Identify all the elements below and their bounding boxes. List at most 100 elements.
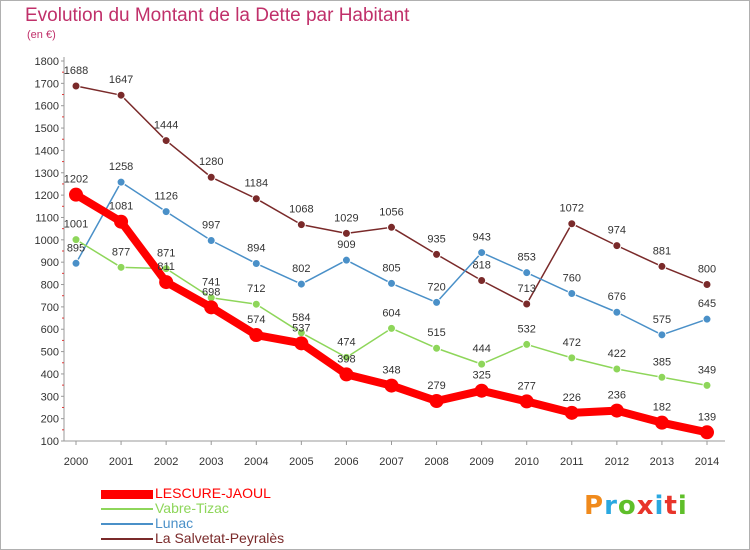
data-label: 974 [608,225,626,237]
data-label: 1029 [334,212,358,224]
logo-letter: o [617,491,637,521]
data-label: 385 [653,356,671,368]
y-tick-label: 700 [41,302,59,314]
data-point [387,323,396,333]
data-label: 720 [427,281,445,293]
proxiti-logo: Proxiti [584,491,688,521]
data-label: 1647 [109,74,133,86]
x-tick-label: 2009 [469,456,493,468]
x-tick-label: 2005 [289,456,313,468]
legend-swatch [101,523,153,525]
data-point [612,364,622,374]
data-point [657,330,667,340]
data-label: 1126 [154,191,178,203]
data-label: 712 [247,283,265,295]
data-label: 444 [472,343,490,355]
data-label: 818 [472,260,490,272]
data-label: 1184 [244,178,268,190]
data-point [522,299,532,309]
data-label: 802 [292,263,310,275]
x-tick-label: 2001 [109,456,133,468]
data-label: 676 [608,291,626,303]
data-label: 1258 [109,161,133,173]
data-point [161,207,171,217]
data-label: 604 [382,307,400,319]
data-point [657,261,667,271]
data-label: 894 [247,243,265,255]
y-tick-label: 1800 [35,56,59,68]
data-point [341,255,351,265]
data-point [702,280,712,290]
data-point [251,194,261,204]
legend-label: Lunac [155,515,194,531]
data-point [296,220,306,230]
y-tick-label: 1600 [35,101,59,113]
data-label: 236 [608,390,626,402]
data-point [522,268,532,278]
data-point [432,249,442,259]
data-point [700,425,714,440]
x-tick-label: 2006 [334,456,358,468]
data-label: 943 [472,232,490,244]
data-point [429,393,444,408]
data-point [206,172,216,182]
data-label: 800 [698,264,716,276]
data-point [522,339,532,349]
x-tick-label: 2012 [605,456,629,468]
data-label: 909 [337,239,355,251]
logo-letter: t [664,491,678,521]
logo-letter: x [636,491,655,521]
data-point [567,288,577,298]
y-tick-label: 1400 [35,145,59,157]
chart-subtitle: (en €) [27,29,56,41]
data-label: 474 [337,336,355,348]
data-label: 182 [653,402,671,414]
data-label: 871 [157,248,175,260]
data-point [341,352,351,362]
y-tick-label: 800 [41,280,59,292]
data-point [71,235,81,245]
legend-label: La Salvetat-Peyralès [155,530,285,546]
y-tick-label: 200 [41,414,59,426]
data-point [161,136,171,146]
x-tick-label: 2011 [560,456,584,468]
data-label: 935 [427,233,445,245]
data-label: 698 [202,286,220,298]
data-label: 805 [382,262,400,274]
data-point [432,343,442,353]
data-point [477,359,487,369]
data-point [251,259,261,269]
data-point [116,90,126,100]
data-point [654,415,669,430]
data-point [116,262,126,272]
data-point [204,300,219,315]
data-point [477,248,487,258]
data-label: 1068 [289,204,313,216]
data-label: 1001 [64,219,88,231]
data-label: 349 [698,364,716,376]
data-label: 1202 [64,174,88,186]
data-label: 575 [653,314,671,326]
legend-label: LESCURE-JAOUL [155,485,271,501]
data-label: 1444 [154,120,178,132]
legend-swatch [101,538,153,540]
data-point [339,367,354,382]
data-label: 1081 [109,201,133,213]
data-label: 422 [608,348,626,360]
legend-item: La Salvetat-Peyralès [101,530,421,546]
data-point [387,278,396,288]
data-label: 472 [563,337,581,349]
data-label: 532 [518,323,536,335]
x-tick-label: 2008 [424,456,448,468]
data-label: 537 [292,322,310,334]
data-point [114,214,129,229]
data-label: 811 [157,261,175,273]
data-label: 226 [563,392,581,404]
data-point [249,328,264,343]
x-tick-label: 2003 [199,456,223,468]
y-tick-label: 1300 [35,168,59,180]
data-point [387,222,396,232]
legend-item: LESCURE-JAOUL [101,485,421,501]
data-point [657,372,667,382]
